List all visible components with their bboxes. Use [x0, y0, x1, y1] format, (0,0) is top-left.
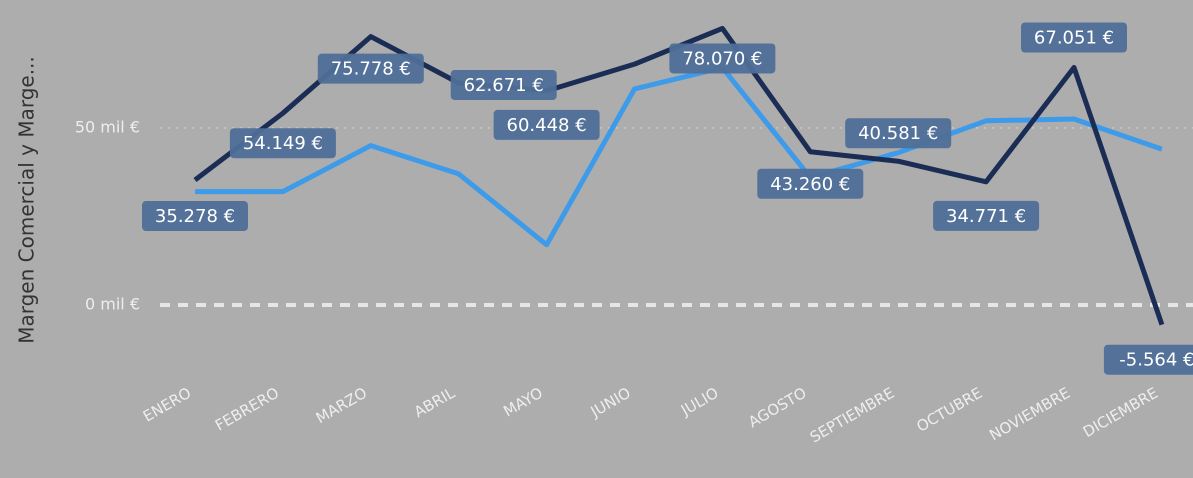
data-label-box — [450, 70, 557, 101]
data-label-box — [933, 200, 1040, 231]
y-tick-label: 50 mil € — [75, 117, 140, 136]
data-label: 54.149 € — [243, 133, 323, 154]
data-label-box — [1103, 344, 1193, 375]
data-label: 43.260 € — [770, 174, 850, 195]
y-tick-label: 0 mil € — [85, 294, 140, 313]
data-label: 34.771 € — [946, 206, 1026, 227]
series-line — [195, 65, 1163, 248]
data-label-box — [669, 43, 776, 74]
data-label-box — [317, 53, 424, 84]
data-label: 62.671 € — [464, 75, 544, 96]
data-label: 78.070 € — [682, 48, 762, 69]
data-label-box — [757, 168, 864, 199]
data-label: 35.278 € — [155, 206, 235, 227]
data-label: 67.051 € — [1034, 27, 1114, 48]
data-label-box — [493, 109, 600, 140]
data-label-box — [1021, 22, 1127, 53]
data-label: 40.581 € — [858, 123, 938, 144]
data-label: 60.448 € — [507, 115, 587, 136]
data-label-box — [229, 128, 336, 159]
data-label: 75.778 € — [331, 59, 411, 80]
data-label-box — [142, 201, 248, 232]
data-label: -5.564 € — [1119, 350, 1193, 371]
data-label-box — [845, 118, 952, 149]
y-axis-label: Margen Comercial y Marge... — [15, 56, 39, 344]
